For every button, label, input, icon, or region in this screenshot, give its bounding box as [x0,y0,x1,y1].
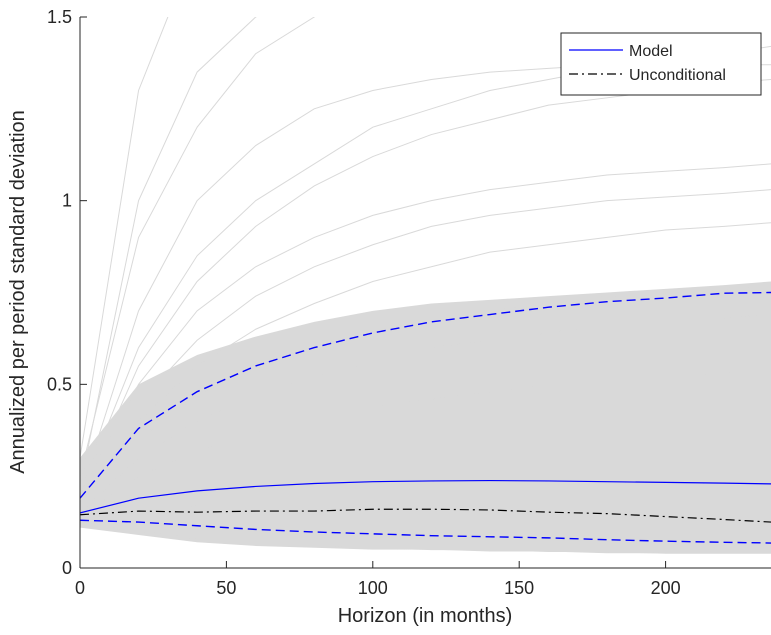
simulation-path [80,222,771,503]
band-line [80,519,771,544]
y-axis-label: Annualized per period standard deviation [7,110,29,474]
simulation-path [80,163,771,495]
legend-box [560,32,762,96]
legend-label: Model [629,43,673,60]
y-tick-label: 1 [62,191,72,211]
x-tick-label: 50 [216,578,236,598]
simulation-path [80,523,771,554]
simulation-path [80,494,771,525]
x-tick-label: 200 [651,578,681,598]
simulation-path [80,189,771,510]
series-line [80,479,771,514]
y-tick-label: 0 [62,558,72,578]
simulation-path [80,17,257,488]
simulation-region [80,281,771,554]
x-axis-label: Horizon (in months) [338,605,513,627]
y-tick-label: 1.5 [47,7,72,27]
simulation-path [80,17,316,477]
plot-area [80,17,771,554]
simulation-path [80,284,771,506]
series-line [80,508,771,523]
y-tick-label: 0.5 [47,374,72,394]
band-line [80,291,771,499]
simulation-path [80,314,771,514]
simulation-path [80,369,771,517]
x-tick-label: 150 [504,578,534,598]
x-tick-label: 100 [358,578,388,598]
legend-label: Unconditional [629,67,726,84]
x-tick-label: 0 [75,578,85,598]
